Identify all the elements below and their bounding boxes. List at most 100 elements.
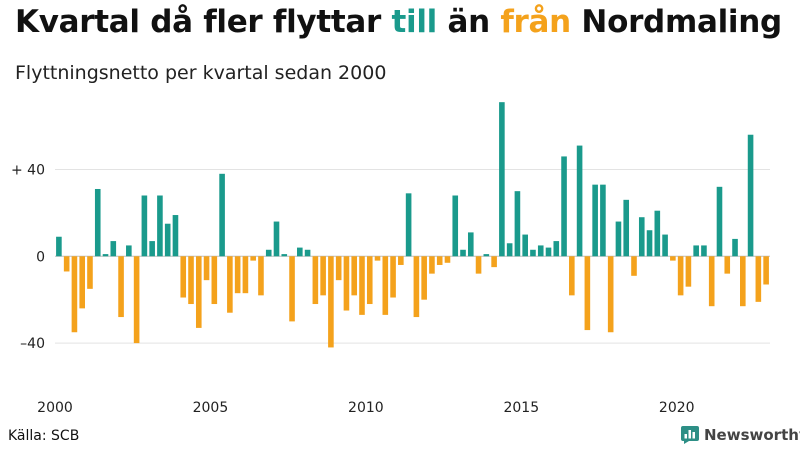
bar-72: [615, 221, 622, 257]
bar-0: [56, 236, 62, 257]
bar-3: [79, 256, 85, 309]
bar-31: [297, 247, 303, 257]
bar-15: [172, 215, 179, 257]
x-tick-label-2: 2010: [348, 400, 384, 416]
bar-69: [592, 184, 598, 257]
bar-83: [701, 245, 707, 257]
source-note: Källa: SCB: [8, 428, 80, 444]
y-tick-label-0: + 40: [11, 162, 45, 178]
bar-7: [110, 241, 117, 257]
bar-88: [740, 256, 746, 307]
x-tick-label-1: 2005: [193, 400, 229, 416]
bar-57: [499, 102, 505, 257]
bar-29: [281, 254, 288, 257]
bar-39: [359, 256, 365, 315]
bar-41: [374, 256, 381, 261]
bar-4: [87, 256, 93, 289]
bar-60: [522, 234, 528, 257]
bar-37: [343, 256, 350, 311]
title-text-1: Kvartal då fler flyttar: [15, 4, 392, 40]
bar-42: [382, 256, 389, 315]
brand-name: Newsworthy: [704, 426, 800, 444]
bar-36: [335, 256, 342, 281]
bar-27: [265, 249, 272, 257]
bar-70: [600, 184, 606, 257]
bar-75: [638, 217, 645, 257]
bar-21: [219, 173, 225, 257]
bar-8: [118, 256, 124, 318]
newsworthy-logo: Newsworthy: [681, 426, 800, 444]
bar-52: [460, 249, 466, 257]
bar-5: [94, 188, 101, 257]
bar-11: [141, 195, 148, 257]
bar-82: [693, 245, 699, 257]
bar-23: [234, 256, 241, 294]
bar-84: [708, 256, 715, 307]
bar-77: [654, 210, 661, 257]
bar-64: [553, 241, 560, 257]
bar-44: [398, 256, 404, 265]
title-text-2: än: [436, 4, 501, 40]
bar-18: [195, 256, 202, 328]
bar-85: [716, 186, 723, 257]
bar-33: [312, 256, 319, 305]
bar-55: [483, 254, 490, 257]
bar-1: [63, 256, 70, 272]
bar-53: [467, 232, 474, 257]
bar-28: [273, 221, 280, 257]
title-highlight-till: till: [391, 4, 437, 40]
title-text-3: Nordmaling: [570, 4, 782, 40]
bar-14: [164, 223, 171, 257]
x-axis-labels: 2000 2005 2010 2015 2020: [37, 400, 694, 416]
bar-25: [250, 256, 256, 261]
x-tick-label-4: 2020: [659, 400, 695, 416]
bar-74: [631, 256, 637, 276]
bar-43: [390, 256, 396, 298]
bar-56: [491, 256, 497, 268]
bar-13: [157, 195, 163, 257]
y-axis-labels: + 40 0 –40: [11, 162, 45, 352]
bar-66: [569, 256, 575, 296]
y-tick-label-1: 0: [36, 249, 45, 265]
bar-48: [429, 256, 435, 274]
bar-79: [670, 256, 676, 261]
title-highlight-fran: från: [500, 4, 571, 40]
bar-32: [304, 249, 311, 257]
bar-19: [203, 256, 210, 281]
bar-91: [763, 256, 769, 285]
bar-40: [366, 256, 373, 305]
bar-86: [724, 256, 731, 274]
bar-62: [537, 245, 544, 257]
bar-49: [436, 256, 443, 265]
bar-6: [102, 254, 109, 257]
bar-45: [405, 193, 412, 257]
bar-24: [242, 256, 249, 294]
bars: [56, 102, 769, 348]
bar-30: [289, 256, 295, 322]
x-tick-label-3: 2015: [503, 400, 539, 416]
chart-title: Kvartal då fler flyttar till än från Nor…: [15, 4, 782, 40]
bar-20: [211, 256, 218, 305]
bar-78: [662, 234, 668, 257]
bar-38: [351, 256, 358, 296]
bar-10: [133, 256, 140, 344]
bar-68: [584, 256, 591, 331]
bar-90: [755, 256, 762, 302]
bar-34: [320, 256, 326, 296]
bar-50: [444, 256, 451, 263]
bar-17: [188, 256, 194, 305]
bar-2: [71, 256, 78, 333]
bar-26: [258, 256, 264, 296]
y-tick-label-2: –40: [20, 336, 45, 352]
bar-9: [126, 245, 132, 257]
newsworthy-icon: [681, 426, 699, 444]
bar-73: [623, 199, 630, 257]
bar-47: [421, 256, 427, 300]
bar-22: [227, 256, 233, 313]
bar-16: [180, 256, 187, 298]
bar-59: [514, 191, 521, 257]
bar-76: [646, 230, 653, 257]
bar-81: [685, 256, 692, 287]
bar-67: [576, 145, 583, 257]
